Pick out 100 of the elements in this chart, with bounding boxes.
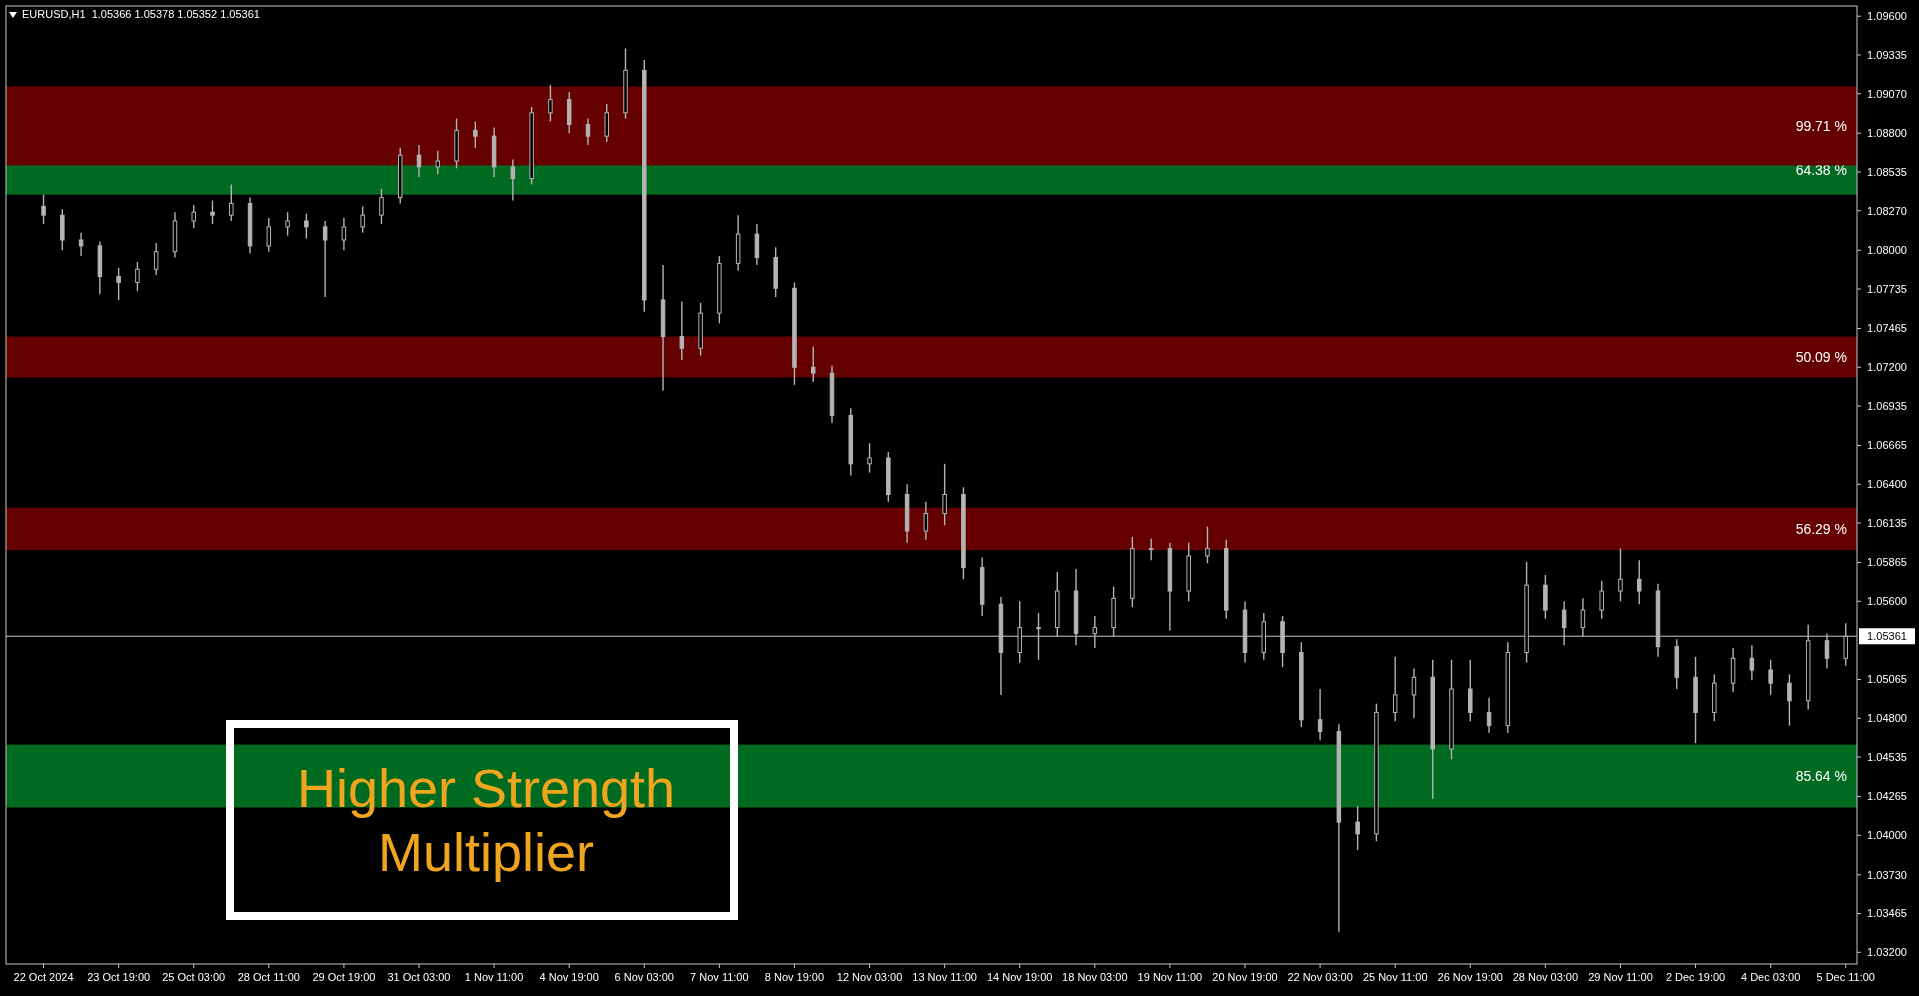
x-tick-label: 19 Nov 11:00 <box>1137 971 1203 983</box>
band-label: 56.29 % <box>1795 520 1847 537</box>
x-tick-label: 29 Oct 19:00 <box>312 971 376 983</box>
x-tick-label: 4 Dec 03:00 <box>1740 971 1801 983</box>
candlestick <box>416 144 422 178</box>
x-tick-label: 22 Oct 2024 <box>13 971 74 983</box>
ref-line-label: 1.05361 <box>1867 630 1907 643</box>
candlestick <box>1148 537 1154 562</box>
candlestick <box>341 217 347 251</box>
candlestick <box>304 212 309 240</box>
candlestick <box>1618 547 1623 602</box>
y-tick-label: 1.09335 <box>1867 48 1907 61</box>
y-tick-label: 1.08270 <box>1867 204 1907 217</box>
candlestick <box>1843 622 1848 667</box>
band-label: 50.09 % <box>1795 348 1847 365</box>
x-tick-label: 25 Nov 11:00 <box>1362 971 1428 983</box>
candlestick <box>942 463 947 526</box>
y-tick-label: 1.04800 <box>1867 712 1907 725</box>
candlestick <box>585 117 591 146</box>
candlestick <box>1824 632 1830 670</box>
x-tick-label: 28 Nov 03:00 <box>1512 971 1579 983</box>
y-tick-label: 1.07200 <box>1867 361 1907 374</box>
candlestick <box>153 242 159 276</box>
y-tick-label: 1.08000 <box>1867 244 1907 257</box>
y-tick-label: 1.08535 <box>1867 165 1907 178</box>
y-tick-label: 1.06135 <box>1867 516 1907 529</box>
candlestick <box>1468 659 1473 722</box>
candlestick <box>116 267 121 301</box>
candlestick <box>229 183 234 222</box>
x-tick-label: 23 Oct 19:00 <box>87 971 151 983</box>
x-tick-label: 14 Nov 19:00 <box>987 971 1053 983</box>
candlestick <box>285 211 290 237</box>
candlestick <box>41 193 46 225</box>
x-tick-label: 2 Dec 19:00 <box>1665 971 1726 983</box>
candlestick <box>1317 688 1323 741</box>
y-tick-label: 1.08800 <box>1867 127 1907 140</box>
x-tick-label: 12 Nov 03:00 <box>836 971 903 983</box>
candlestick <box>810 346 816 383</box>
candlestick <box>1749 644 1755 681</box>
x-tick-label: 20 Nov 19:00 <box>1212 971 1278 983</box>
candlestick <box>1599 580 1604 620</box>
candlestick <box>379 188 384 225</box>
candlestick <box>604 103 609 143</box>
y-tick-label: 1.04000 <box>1867 829 1907 842</box>
candlestick <box>1561 600 1567 646</box>
x-tick-label: 6 Nov 03:00 <box>614 971 674 983</box>
x-tick-label: 8 Nov 19:00 <box>764 971 825 983</box>
candlestick <box>435 150 441 175</box>
candlestick <box>322 220 328 298</box>
candlestick <box>1392 656 1398 722</box>
band-label: 99.71 % <box>1795 117 1847 134</box>
candlestick <box>1036 612 1041 661</box>
candlestick <box>510 158 516 202</box>
candlestick <box>1092 615 1098 649</box>
candlestick <box>135 261 140 292</box>
annotation: Higher Strength Multiplier <box>296 757 676 882</box>
candlestick <box>1355 805 1360 851</box>
y-tick-label: 1.05865 <box>1867 556 1907 569</box>
x-tick-label: 28 Oct 11:00 <box>237 971 300 983</box>
candlestick <box>1787 673 1792 727</box>
candlestick <box>1580 597 1586 638</box>
x-tick-label: 31 Oct 03:00 <box>387 971 451 983</box>
y-tick-label: 1.04265 <box>1867 790 1907 803</box>
y-tick-label: 1.03200 <box>1867 946 1907 959</box>
y-tick-label: 1.06935 <box>1867 399 1907 412</box>
x-tick-label: 1 Nov 11:00 <box>464 971 524 983</box>
candlestick <box>1636 559 1642 605</box>
x-tick-label: 7 Nov 11:00 <box>690 971 749 983</box>
candlestick <box>679 300 685 361</box>
candlestick <box>1205 525 1210 564</box>
candlestick <box>923 501 929 541</box>
y-tick-label: 1.06665 <box>1867 439 1907 452</box>
candlestick <box>191 204 196 230</box>
y-tick-label: 1.09600 <box>1867 10 1907 23</box>
y-tick-label: 1.03465 <box>1867 907 1907 920</box>
x-tick-label: 25 Oct 03:00 <box>162 971 226 983</box>
y-tick-label: 1.07735 <box>1867 282 1907 295</box>
y-tick-label: 1.05600 <box>1867 595 1907 608</box>
x-tick-label: 22 Nov 03:00 <box>1287 971 1353 983</box>
x-tick-label: 4 Nov 19:00 <box>539 971 599 983</box>
x-tick-label: 13 Nov 11:00 <box>912 971 977 983</box>
y-tick-label: 1.06400 <box>1867 478 1907 491</box>
y-tick-label: 1.09070 <box>1867 87 1907 100</box>
candlestick <box>78 232 84 257</box>
x-tick-label: 29 Nov 11:00 <box>1588 971 1653 983</box>
candlestick <box>1411 667 1417 719</box>
chart-title: EURUSD,H1 1.05366 1.05378 1.05352 1.05361 <box>22 8 260 20</box>
candlestick <box>473 120 478 149</box>
candlestick <box>548 84 553 123</box>
x-tick-label: 18 Nov 03:00 <box>1062 971 1128 983</box>
y-tick-label: 1.05065 <box>1867 673 1907 686</box>
x-tick-label: 26 Nov 19:00 <box>1437 971 1503 983</box>
candlestick <box>867 442 872 474</box>
x-tick-label: 5 Dec 11:00 <box>1816 971 1875 983</box>
band-label: 85.64 % <box>1795 767 1847 784</box>
candlestick <box>266 217 272 253</box>
y-tick-label: 1.03730 <box>1867 868 1907 881</box>
candlestick <box>210 199 215 225</box>
band-label: 64.38 % <box>1795 161 1847 178</box>
y-tick-label: 1.07465 <box>1867 322 1907 335</box>
